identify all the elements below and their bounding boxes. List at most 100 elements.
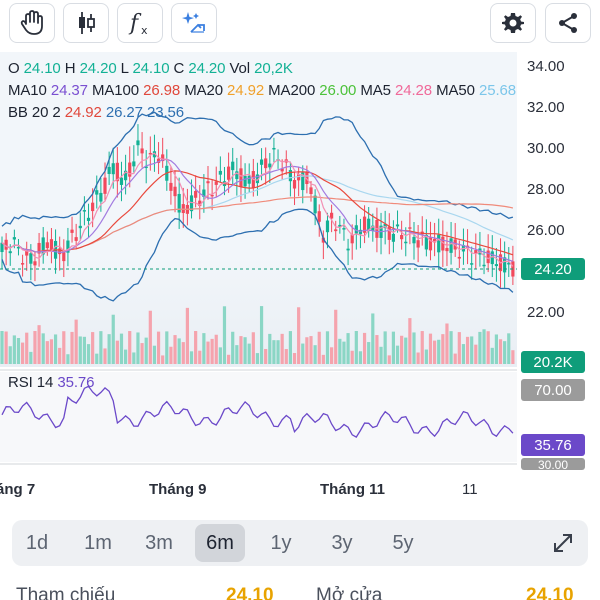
volume-bar bbox=[490, 347, 494, 364]
h-label: H bbox=[64, 60, 80, 77]
volume-bar bbox=[424, 349, 428, 364]
x-label: Tháng 9 bbox=[149, 481, 207, 498]
open-value: 24.10 bbox=[23, 60, 65, 77]
volume-bar bbox=[37, 325, 41, 364]
volume-bar bbox=[465, 336, 470, 364]
ma200-label: MA200 bbox=[268, 82, 320, 99]
candle-body bbox=[317, 211, 321, 222]
volume-bar bbox=[272, 340, 276, 364]
candle-body bbox=[214, 181, 218, 185]
candlestick-icon[interactable] bbox=[63, 3, 109, 43]
candle-body bbox=[206, 181, 210, 184]
volume-bar bbox=[350, 350, 354, 364]
ma-legend: MA10 24.37 MA100 26.98 MA20 24.92 MA200 … bbox=[8, 82, 516, 99]
volume-bar bbox=[247, 343, 251, 364]
volume-bar bbox=[317, 331, 321, 364]
candle-body bbox=[268, 163, 272, 168]
candle-body bbox=[354, 225, 358, 234]
rsi-badge: 35.76 bbox=[521, 434, 585, 456]
volume-bar bbox=[53, 334, 58, 364]
candle-body bbox=[95, 190, 99, 195]
candle-body bbox=[41, 237, 45, 255]
ref-value: 24.10 bbox=[226, 585, 274, 600]
candle-body bbox=[152, 151, 157, 158]
chart-canvas[interactable] bbox=[0, 52, 600, 502]
magic-icon[interactable] bbox=[171, 3, 217, 43]
candle-body bbox=[482, 264, 486, 267]
gear-icon[interactable] bbox=[490, 3, 536, 43]
candle-body bbox=[297, 174, 301, 181]
price-chart[interactable]: O 24.10 H 24.20 L 24.10 C 24.20 Vol 20,2… bbox=[0, 52, 600, 502]
volume-bar bbox=[227, 354, 231, 364]
volume-bar bbox=[198, 350, 202, 364]
timeframe-1y[interactable]: 1y bbox=[270, 531, 292, 554]
candle-body bbox=[272, 147, 276, 150]
candle-body bbox=[86, 217, 91, 221]
volume-bar bbox=[507, 333, 511, 364]
candle-body bbox=[181, 204, 185, 214]
candle-body bbox=[325, 220, 330, 233]
candle-body bbox=[371, 225, 375, 231]
candle-body bbox=[445, 248, 449, 252]
candle-body bbox=[210, 194, 214, 197]
ma200-value: 26.00 bbox=[319, 82, 361, 99]
bb-lower-value: 23.56 bbox=[146, 104, 185, 121]
close-value: 24.20 bbox=[188, 60, 230, 77]
volume-bar bbox=[16, 338, 21, 364]
timeframe-bar: 1d 1m 3m 6m 1y 3y 5y bbox=[12, 520, 588, 566]
ref-label: Tham chiếu bbox=[16, 585, 116, 600]
candle-body bbox=[70, 229, 74, 233]
volume-bar bbox=[21, 342, 25, 364]
ma5-line bbox=[1, 152, 514, 267]
rsi-line bbox=[1, 385, 514, 438]
timeframe-1m[interactable]: 1m bbox=[84, 531, 112, 554]
timeframe-6m[interactable]: 6m bbox=[195, 524, 245, 562]
candle-body bbox=[408, 227, 412, 229]
bb-legend: BB 20 2 24.92 26.27 23.56 bbox=[8, 104, 184, 121]
timeframe-3m[interactable]: 3m bbox=[145, 531, 173, 554]
volume-bar bbox=[334, 309, 338, 364]
volume-bar bbox=[218, 347, 222, 364]
candle-body bbox=[358, 229, 363, 235]
volume-bar bbox=[132, 352, 136, 364]
candle-body bbox=[301, 172, 305, 191]
last-price-badge: 24.20 bbox=[521, 258, 585, 280]
volume-bar bbox=[206, 341, 210, 364]
candle-body bbox=[367, 218, 371, 232]
candle-body bbox=[74, 237, 78, 241]
price-tick: 26.00 bbox=[527, 222, 565, 239]
expand-icon[interactable] bbox=[548, 528, 578, 558]
volume-bar bbox=[111, 314, 115, 364]
share-icon[interactable] bbox=[545, 3, 591, 43]
volume-bar bbox=[177, 338, 181, 364]
candle-body bbox=[128, 162, 132, 177]
volume-bar bbox=[276, 340, 280, 364]
ma20-label: MA20 bbox=[184, 82, 228, 99]
volume-bar bbox=[70, 331, 74, 364]
open-value: 24.10 bbox=[526, 585, 574, 600]
volume-bar bbox=[412, 332, 416, 364]
candle-body bbox=[119, 177, 124, 185]
candle-body bbox=[309, 187, 313, 195]
volume-value: 20,2K bbox=[254, 60, 293, 77]
timeframe-5y[interactable]: 5y bbox=[392, 531, 414, 554]
candle-body bbox=[338, 224, 342, 227]
volume-bar bbox=[33, 331, 37, 364]
volume-bar bbox=[400, 335, 404, 364]
volume-bar bbox=[152, 345, 157, 364]
volume-bar bbox=[305, 337, 309, 364]
volume-bar bbox=[441, 334, 445, 364]
volume-bar bbox=[367, 342, 371, 364]
candle-body bbox=[395, 224, 400, 227]
volume-bar bbox=[136, 332, 140, 364]
volume-bar bbox=[371, 313, 375, 364]
timeframe-1d[interactable]: 1d bbox=[25, 531, 49, 554]
candle-body bbox=[189, 195, 194, 212]
timeframe-3y[interactable]: 3y bbox=[331, 531, 353, 554]
volume-bar bbox=[128, 331, 132, 364]
hand-icon[interactable] bbox=[9, 3, 55, 43]
volume-bar bbox=[169, 346, 173, 364]
candle-body bbox=[12, 237, 16, 240]
l-label: L bbox=[120, 60, 133, 77]
